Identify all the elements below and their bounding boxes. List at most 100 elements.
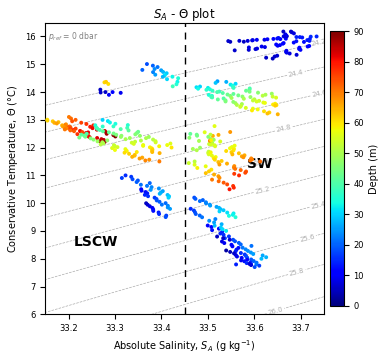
Point [283,49,289,55]
Point [193,84,199,90]
Point [78,120,84,126]
Point [87,124,93,130]
Point [275,35,281,41]
Point [259,93,266,99]
Point [211,172,217,177]
Point [208,149,214,155]
Point [196,138,202,144]
Point [69,118,75,124]
Point [221,95,227,101]
Point [259,44,265,49]
Point [231,85,237,91]
Point [230,237,236,243]
Point [283,32,289,38]
Point [102,89,109,95]
Point [206,168,212,174]
Point [110,132,117,138]
Point [272,54,278,59]
Point [166,195,172,201]
Point [102,139,108,145]
Point [197,84,203,89]
Point [94,125,100,131]
Point [54,121,60,126]
Point [97,87,104,93]
Point [67,127,74,133]
Point [147,180,153,186]
Point [208,132,214,138]
Point [217,139,223,144]
Point [257,159,263,165]
Point [173,81,179,87]
Point [104,131,110,137]
Point [244,257,250,262]
Point [216,208,223,214]
Point [162,214,169,220]
Point [156,159,162,165]
Point [203,163,209,169]
Point [272,103,278,108]
Point [218,206,224,212]
Point [241,152,248,158]
Point [231,165,237,170]
Point [228,149,234,155]
Point [211,137,217,143]
Point [165,203,171,209]
Point [140,142,146,148]
Point [277,36,283,42]
Point [102,128,108,134]
Point [194,132,200,138]
Point [272,101,278,107]
Title: $S_A$ - $\Theta$ plot: $S_A$ - $\Theta$ plot [154,5,216,23]
Point [158,67,164,73]
Point [244,260,250,266]
Point [240,154,246,160]
Text: 26.0: 26.0 [267,306,284,316]
Point [273,42,279,48]
Point [156,199,162,205]
Point [284,50,290,55]
Point [157,191,163,197]
Point [260,100,266,105]
Point [231,251,237,256]
Point [79,130,85,136]
Point [231,146,237,152]
Point [100,140,107,146]
Point [97,127,103,133]
Point [170,84,176,89]
Point [234,254,240,260]
Point [160,188,166,194]
Point [251,96,258,102]
Point [191,195,198,201]
Point [233,262,239,267]
Point [223,148,229,154]
Point [81,133,87,139]
Point [305,44,311,49]
Point [213,80,219,86]
Point [245,248,251,254]
Point [211,223,218,229]
Point [112,143,118,149]
Point [152,195,158,201]
Point [191,162,198,168]
Point [138,186,144,192]
Point [241,96,247,102]
Point [253,261,259,267]
Point [218,225,224,230]
Point [208,137,214,143]
Point [164,142,170,148]
Point [153,196,159,202]
Point [219,229,225,235]
Point [243,253,249,259]
Point [231,163,238,169]
Point [109,145,115,151]
Point [242,252,248,257]
Point [235,93,241,98]
Point [164,192,171,198]
Point [249,108,255,113]
Text: 25.2: 25.2 [254,186,271,195]
Point [113,132,119,138]
Point [97,139,103,144]
Point [216,162,223,167]
Point [104,138,110,143]
Point [291,31,297,36]
